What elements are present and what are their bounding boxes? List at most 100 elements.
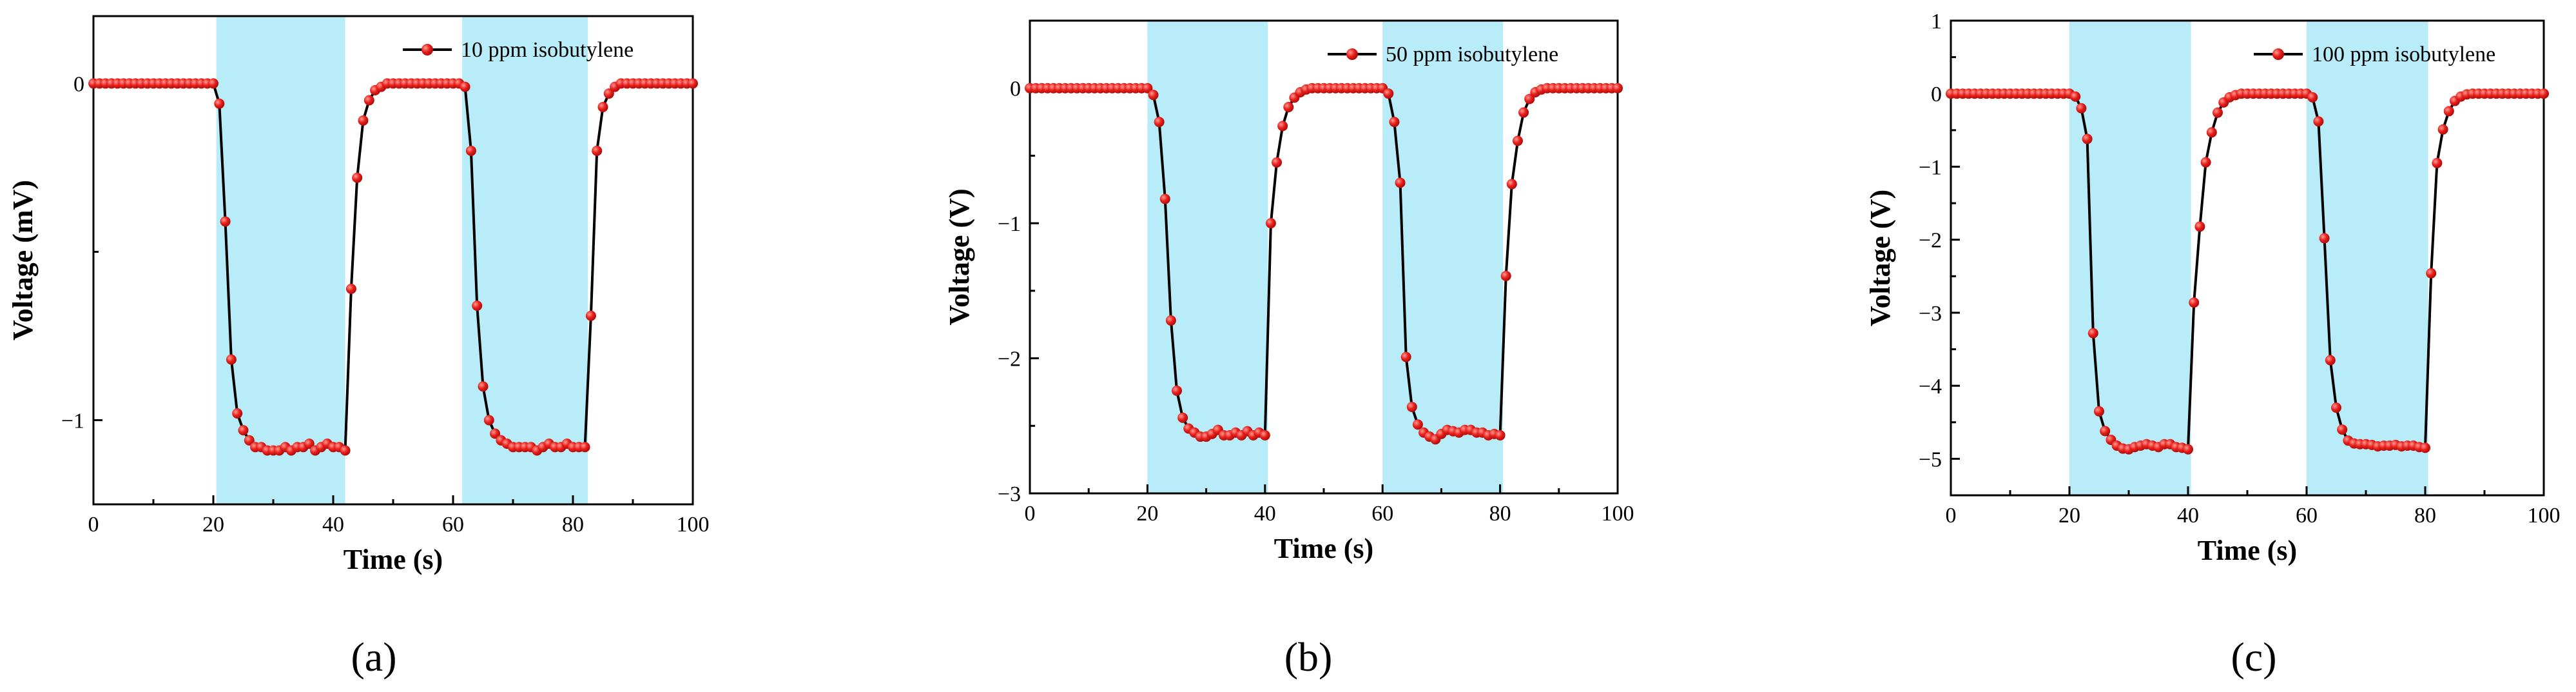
x-tick-label: 0 [1946, 504, 1957, 528]
x-tick-label: 40 [2177, 504, 2199, 528]
legend: 100 ppm isobutylene [2254, 43, 2495, 66]
data-point [2189, 297, 2200, 308]
data-point [2213, 107, 2223, 118]
x-tick-label: 20 [1136, 502, 1158, 526]
data-point [1142, 83, 1153, 94]
y-tick-label: −2 [998, 348, 1021, 371]
series-line [93, 82, 693, 453]
data-point [1172, 385, 1182, 396]
data-point [2437, 124, 2448, 135]
data-point [1400, 351, 1411, 362]
legend-marker-sample [2272, 48, 2284, 60]
chart-panel-c: 0 20 40 60 80 100 1 0 −1 −2 −3 −4 −5 Time (s) Voltage … [1864, 10, 2561, 680]
x-axis-label: Time (s) [344, 544, 443, 575]
legend-entry: 50 ppm isobutylene [1386, 43, 1558, 66]
data-point [2070, 91, 2081, 102]
data-point [2337, 424, 2348, 435]
data-point [2183, 444, 2193, 455]
data-point [1283, 102, 1294, 113]
gas-exposure-band [2307, 21, 2428, 495]
data-point [1259, 430, 1270, 440]
data-point [232, 408, 243, 419]
data-point [1495, 430, 1506, 440]
data-point [472, 300, 483, 311]
gas-exposure-band [1147, 21, 1268, 493]
x-tick-label: 0 [88, 513, 99, 537]
x-tick-label: 20 [202, 513, 224, 537]
legend: 50 ppm isobutylene [1328, 43, 1558, 66]
y-tick-label: 0 [1931, 83, 1942, 106]
data-point [1383, 88, 1394, 99]
x-tick-label: 60 [1371, 502, 1393, 526]
data-point [2539, 88, 2549, 99]
data-point [244, 435, 255, 446]
y-tick-label: −2 [1919, 229, 1942, 253]
data-point [2087, 328, 2098, 339]
x-tick-label: 60 [442, 513, 464, 537]
data-point [2443, 106, 2454, 117]
data-point [1148, 90, 1159, 101]
x-tick-label: 100 [677, 513, 710, 537]
series-line [1951, 92, 2544, 451]
data-point [490, 428, 501, 439]
chart-panel-a: 0 20 40 60 80 100 0 −1 Time (s) Voltage (mV) 10 pp… [7, 15, 710, 680]
data-point [465, 145, 476, 156]
data-point [2426, 268, 2437, 279]
y-tick-label: 0 [73, 72, 84, 96]
data-point [214, 98, 225, 109]
data-point [1159, 193, 1170, 204]
chart-panel-b: 0 20 40 60 80 100 0 −1 −2 −3 Time (s) Voltage (V) 50… [944, 19, 1634, 680]
plot-frame [92, 15, 694, 506]
y-tick-label: −5 [1919, 448, 1942, 471]
data-point [340, 445, 351, 456]
legend-marker-sample [1346, 48, 1358, 60]
legend-entry: 10 ppm isobutylene [461, 38, 634, 62]
data-point [460, 81, 470, 92]
data-point [2076, 103, 2087, 114]
data-point [2313, 116, 2324, 127]
y-tick-label: −4 [1919, 375, 1942, 399]
data-point [1500, 270, 1511, 281]
legend-entry: 100 ppm isobutylene [2312, 43, 2495, 66]
data-point [304, 439, 315, 450]
gas-exposure-band [2069, 21, 2191, 495]
x-tick-label: 40 [1254, 502, 1276, 526]
data-point [1612, 83, 1623, 94]
data-point [2100, 426, 2111, 437]
data-point [592, 145, 603, 156]
data-point [1165, 315, 1176, 326]
x-tick-label: 80 [2414, 504, 2436, 528]
data-point [688, 78, 698, 89]
data-point [226, 354, 237, 365]
legend: 10 ppm isobutylene [403, 38, 634, 62]
gas-exposure-band [216, 16, 345, 504]
data-point [1518, 107, 1529, 118]
x-tick-label: 80 [562, 513, 584, 537]
data-point [238, 425, 249, 436]
panel-label: (a) [351, 634, 396, 680]
data-point [208, 78, 218, 89]
data-point [1406, 401, 1417, 412]
y-axis-label: Voltage (V) [1864, 190, 1896, 326]
data-point [1154, 117, 1165, 128]
panel-label: (c) [2231, 634, 2276, 680]
data-point [2094, 406, 2104, 417]
data-point [1524, 94, 1535, 104]
gas-exposure-band [1382, 21, 1504, 493]
data-point [2432, 157, 2443, 168]
x-tick-label: 100 [2528, 504, 2561, 528]
data-point [1389, 117, 1400, 128]
data-point [358, 115, 369, 126]
panel-label: (b) [1284, 634, 1333, 680]
y-tick-label: −1 [998, 212, 1021, 236]
data-point [2307, 92, 2318, 103]
x-tick-label: 0 [1025, 502, 1036, 526]
y-tick-label: −3 [998, 482, 1021, 506]
y-tick-label: 1 [1931, 10, 1942, 34]
x-tick-label: 20 [2058, 504, 2080, 528]
data-point [2206, 127, 2217, 138]
data-point [2319, 233, 2330, 244]
data-point [585, 310, 596, 321]
x-tick-label: 100 [1602, 502, 1634, 526]
